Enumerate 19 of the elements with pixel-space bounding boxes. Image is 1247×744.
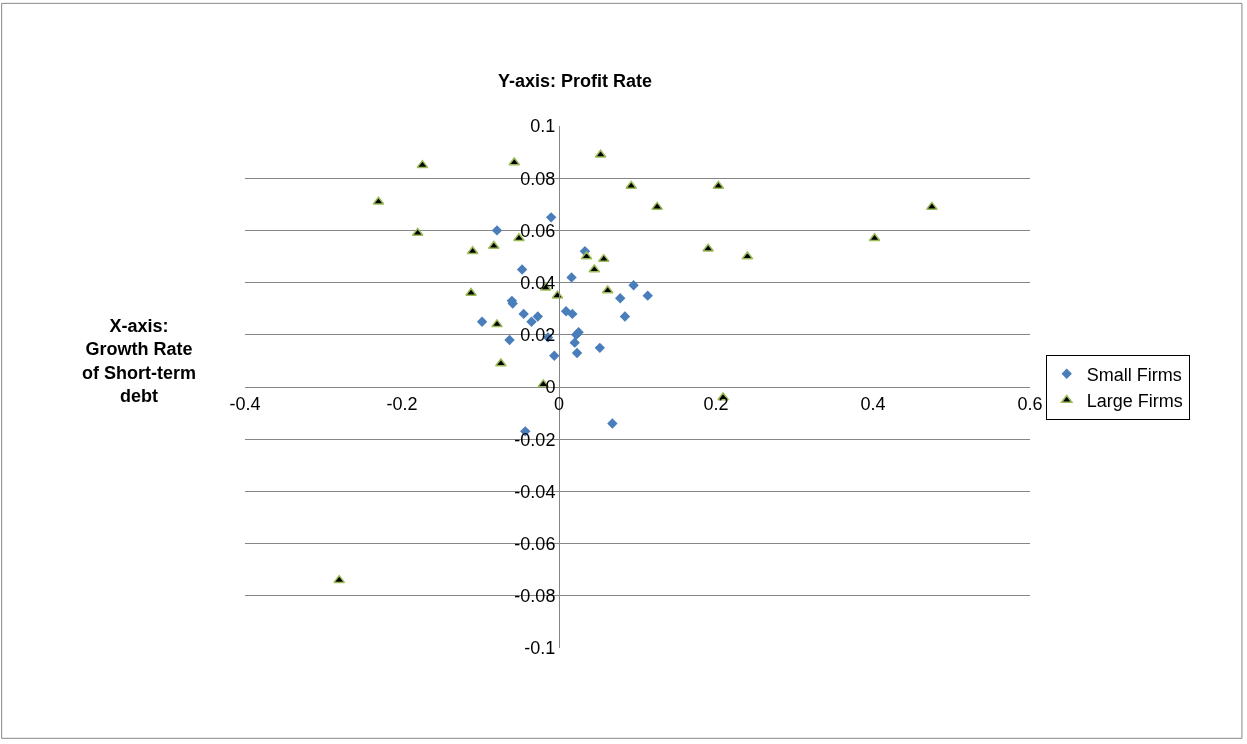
x-tick-label: -0.2 <box>386 393 418 414</box>
legend-label: Large Firms <box>1086 391 1183 412</box>
y-tick-label: 0.04 <box>520 272 556 293</box>
x-tick-label: -0.4 <box>229 393 261 414</box>
y-tick-label: -0.08 <box>514 586 556 607</box>
y-tick-label: 0.1 <box>530 116 556 137</box>
y-tick-label: -0.02 <box>514 429 556 450</box>
y-tick-label: 0 <box>545 377 556 398</box>
x-tick-label: 0.6 <box>1017 393 1043 414</box>
y-tick-label: 0.08 <box>520 168 556 189</box>
y-tick-label: 0.02 <box>520 325 556 346</box>
legend-label: Small Firms <box>1086 364 1182 385</box>
chart-title: Y-axis: Profit Rate <box>497 70 653 91</box>
x-tick-label: 0.4 <box>860 393 886 414</box>
y-tick-label: -0.04 <box>514 481 556 502</box>
y-tick-label: 0.06 <box>520 220 556 241</box>
y-tick-label: -0.06 <box>514 533 556 554</box>
y-tick-label: -0.1 <box>524 638 556 659</box>
y-axis-title: X-axis: Growth Rate of Short-term debt <box>82 316 196 407</box>
